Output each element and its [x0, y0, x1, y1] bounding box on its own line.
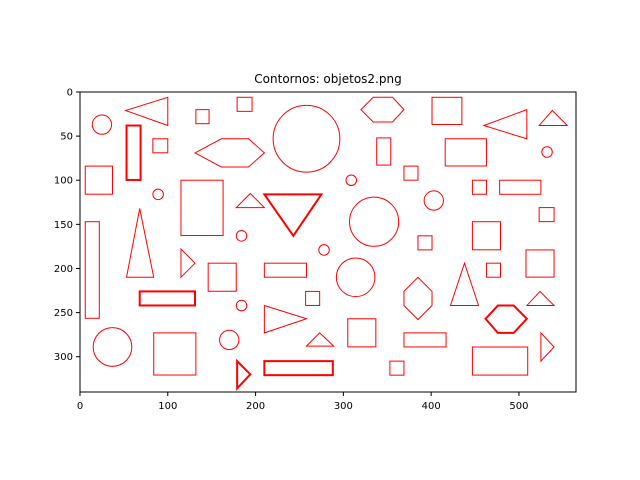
contour-rect-10: [152, 138, 169, 154]
x-tick-label-400: 400: [422, 401, 441, 412]
contour-polygon-48: [305, 332, 335, 347]
contour-polygon-33: [180, 247, 196, 279]
contour-rect-21: [180, 179, 224, 237]
contour-polygon-46: [263, 304, 309, 334]
y-tick-label-50: 50: [60, 132, 73, 143]
contour-rect-43: [305, 290, 321, 306]
contour-circle-28: [349, 196, 400, 247]
x-tick-label-500: 500: [509, 401, 528, 412]
contour-circle-30: [235, 230, 248, 242]
contour-polygon-1: [124, 96, 169, 127]
contour-circle-52: [219, 329, 240, 351]
contour-polygon-23: [262, 193, 324, 238]
contour-circle-4: [272, 104, 341, 173]
chart-title: Contornos: objetos2.png: [254, 72, 401, 86]
contour-polygon-8: [538, 109, 569, 127]
x-tick-label-0: 0: [77, 401, 83, 412]
contour-rect-2: [195, 109, 210, 125]
contour-circle-24: [423, 190, 444, 211]
contour-rect-49: [403, 332, 447, 348]
y-tick-label-100: 100: [54, 176, 73, 187]
contour-rect-35: [263, 262, 307, 278]
contour-circle-50: [92, 327, 133, 367]
contour-rect-26: [84, 221, 100, 319]
contour-rect-15: [84, 165, 113, 195]
contour-polygon-57: [236, 358, 252, 392]
contour-circle-36: [335, 257, 376, 298]
contour-polygon-53: [540, 331, 555, 363]
y-tick-label-250: 250: [54, 308, 73, 319]
contour-polygon-44: [525, 290, 556, 307]
contour-rect-16: [403, 165, 419, 181]
contour-rect-3: [236, 96, 253, 112]
contour-rect-39: [485, 262, 502, 278]
contour-rect-41: [138, 290, 197, 307]
contour-polygon-11: [193, 138, 266, 168]
contour-rect-9: [125, 124, 142, 181]
contour-rect-34: [207, 262, 237, 292]
contour-rect-29: [471, 221, 502, 251]
y-tick-label-300: 300: [54, 352, 73, 363]
contour-polygon-38: [449, 261, 480, 307]
contour-rect-18: [471, 179, 487, 195]
contour-rect-19: [499, 179, 542, 195]
contour-rect-25: [538, 207, 555, 223]
y-tick-label-200: 200: [54, 264, 73, 275]
y-tick-label-150: 150: [54, 220, 73, 231]
plot-area: [80, 92, 576, 392]
contour-circle-42: [235, 299, 248, 312]
x-tick-label-100: 100: [158, 401, 177, 412]
contour-circle-17: [345, 174, 358, 187]
contour-polygon-7: [482, 108, 528, 140]
contour-rect-56: [389, 360, 405, 376]
contour-circle-20: [152, 188, 164, 201]
contour-polygon-45: [484, 304, 529, 334]
contour-polygon-5: [360, 96, 405, 123]
y-tick-label-0: 0: [67, 88, 73, 99]
contour-circle-32: [318, 244, 330, 256]
contour-polygon-22: [235, 192, 266, 209]
contour-polygon-27: [125, 208, 155, 278]
contour-circle-14: [541, 146, 553, 158]
contour-rect-47: [347, 318, 377, 348]
contour-rect-51: [153, 332, 197, 376]
contour-rect-13: [444, 138, 487, 167]
x-tick-label-200: 200: [246, 401, 265, 412]
contour-circle-0: [91, 114, 113, 135]
contour-rect-55: [263, 360, 334, 377]
contour-rect-12: [376, 137, 392, 166]
contour-shapes: [84, 96, 569, 392]
contour-rect-54: [471, 346, 529, 376]
axes: 0 100 200 300 400 500 0 50 100 150 200 250 300: [54, 88, 529, 413]
x-tick-label-300: 300: [334, 401, 353, 412]
contour-rect-31: [417, 235, 433, 251]
plot-frame: [79, 91, 577, 393]
contour-rect-6: [431, 96, 463, 126]
contour-rect-40: [525, 249, 555, 278]
contour-polygon-37: [403, 276, 433, 321]
